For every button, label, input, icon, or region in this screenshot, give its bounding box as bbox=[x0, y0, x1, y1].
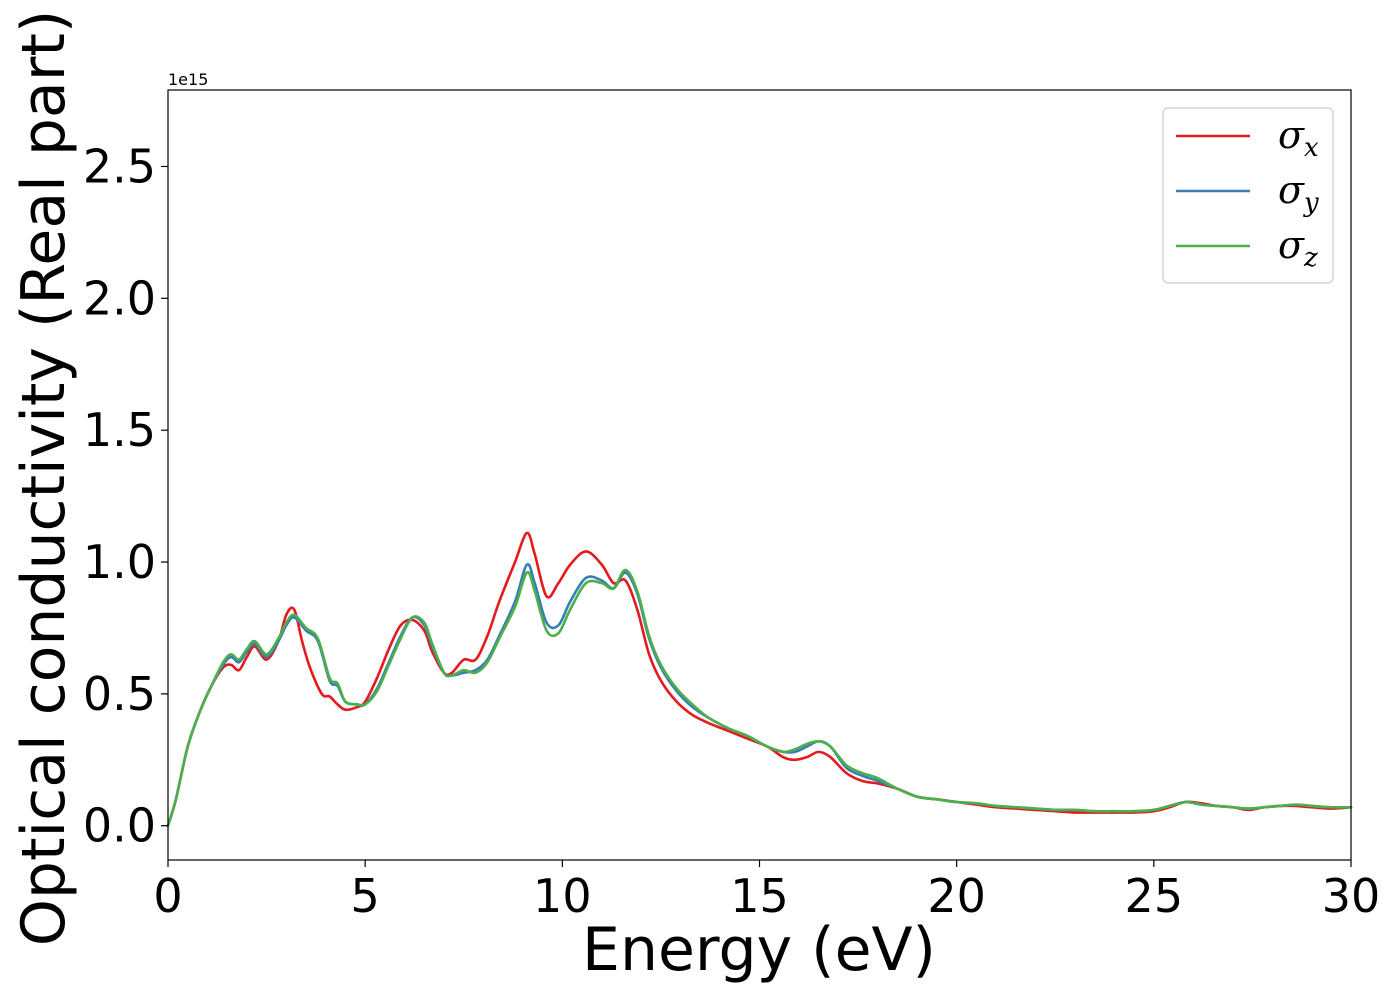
legend-label-y: σy bbox=[1278, 168, 1319, 218]
y-tick-label: 1.5 bbox=[83, 403, 156, 457]
x-tick-label: 0 bbox=[153, 869, 182, 923]
series-line-z bbox=[166, 568, 1353, 828]
legend-box bbox=[1162, 107, 1334, 284]
x-tick-label: 15 bbox=[730, 869, 789, 923]
y-axis-label: Optical conductivity (Real part) bbox=[9, 10, 79, 947]
y-tick-label: 0.5 bbox=[83, 667, 156, 721]
legend-label-z: σz bbox=[1278, 223, 1318, 273]
series-layer bbox=[166, 531, 1353, 828]
y-tick-label: 2.0 bbox=[83, 271, 156, 325]
legend-label-x: σx bbox=[1278, 113, 1319, 163]
x-tick-label: 25 bbox=[1125, 869, 1184, 923]
x-axis-ticks: 0 5 10 15 20 25 30 bbox=[153, 860, 1380, 923]
x-tick-label: 10 bbox=[533, 869, 592, 923]
x-tick-label: 5 bbox=[351, 869, 380, 923]
y-axis-ticks: 0.0 0.5 1.0 1.5 2.0 2.5 bbox=[83, 139, 168, 853]
y-offset-text: 1e15 bbox=[168, 70, 208, 89]
y-tick-label: 2.5 bbox=[83, 139, 156, 193]
y-tick-label: 0.0 bbox=[83, 799, 156, 853]
x-axis-label: Energy (eV) bbox=[582, 915, 936, 985]
plot-area bbox=[168, 90, 1351, 860]
x-tick-label: 20 bbox=[927, 869, 986, 923]
y-tick-label: 1.0 bbox=[83, 535, 156, 589]
x-tick-label: 30 bbox=[1322, 869, 1381, 923]
